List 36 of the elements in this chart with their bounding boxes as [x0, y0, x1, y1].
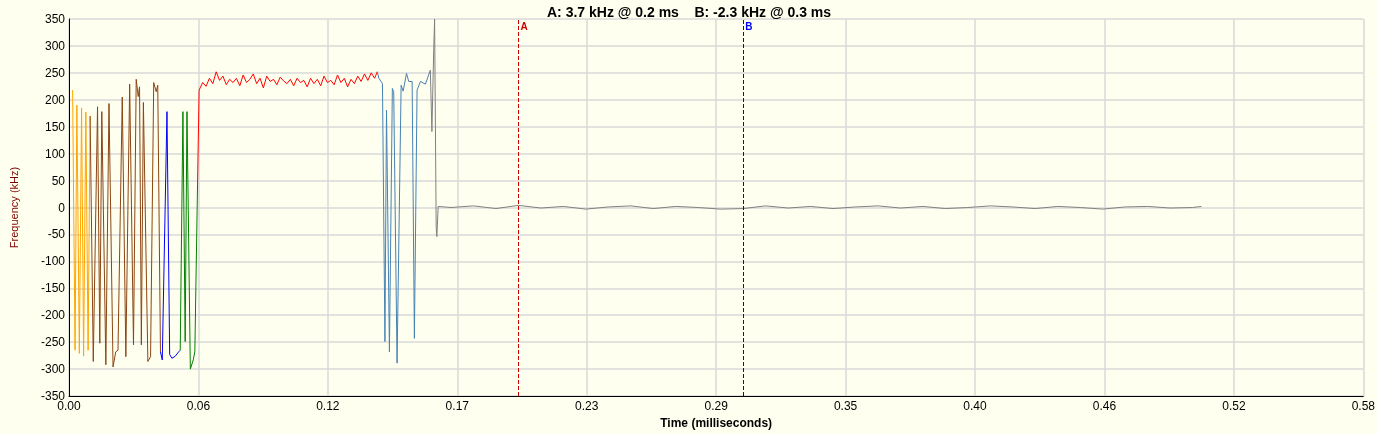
line-series: [197, 71, 378, 186]
y-tick-label: 350: [44, 12, 66, 26]
ref-line-label: B: [745, 20, 753, 32]
y-tick-label: -300: [40, 362, 66, 377]
line-series: [159, 111, 181, 361]
y-tick-label: 200: [44, 92, 66, 107]
y-axis-title: Frequency (kHz): [7, 166, 20, 249]
y-tick-label: -50: [47, 227, 66, 242]
x-tick-label: 0.29: [704, 399, 729, 413]
line-series: [72, 89, 91, 357]
y-tick-label: 50: [51, 173, 66, 188]
x-tick-label: 0.35: [833, 399, 858, 413]
x-tick-label: 0.23: [575, 399, 599, 413]
x-tick-label: 0.52: [1222, 399, 1246, 413]
ref-line-label: A: [520, 20, 528, 32]
x-tick-label: 0.06: [186, 399, 211, 413]
line-series: [89, 78, 161, 368]
y-tick-label: 150: [44, 119, 66, 134]
y-tick-label: 100: [44, 146, 66, 161]
y-tick-label: 300: [44, 38, 66, 53]
y-tick-label: 0: [58, 200, 66, 215]
y-tick-label: -200: [40, 308, 66, 323]
line-series: [179, 111, 199, 370]
y-tick-label: -100: [40, 254, 66, 269]
y-tick-label: 250: [44, 65, 66, 80]
y-tick-label: -150: [40, 281, 66, 296]
x-tick-label: 0.46: [1092, 399, 1117, 413]
x-axis-title: Time (milliseconds): [660, 415, 773, 430]
line-series: [376, 69, 431, 364]
line-series: [429, 18, 1203, 238]
y-tick-label: -250: [40, 335, 66, 350]
x-tick-label: 0.40: [963, 399, 988, 413]
x-tick-label: 0.17: [445, 399, 470, 413]
x-tick-label: 0.12: [316, 399, 340, 413]
chart-title: A: 3.7 kHz @ 0.2 ms B: -2.3 kHz @ 0.3 ms: [546, 4, 832, 20]
x-tick-label: 0.58: [1351, 399, 1376, 413]
